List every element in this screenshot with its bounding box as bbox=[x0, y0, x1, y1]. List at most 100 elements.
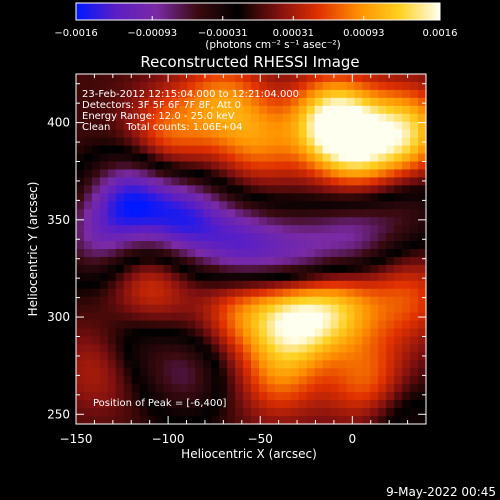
heatmap-cell bbox=[338, 81, 348, 91]
heatmap-cell bbox=[139, 74, 149, 83]
heatmap-cell bbox=[235, 288, 244, 298]
heatmap-cell bbox=[179, 400, 188, 409]
heatmap-cell bbox=[418, 233, 427, 242]
heatmap-cell bbox=[147, 296, 157, 306]
heatmap-cell bbox=[123, 105, 133, 115]
heatmap-cell bbox=[203, 312, 212, 322]
heatmap-cell bbox=[83, 249, 93, 258]
heatmap-cell bbox=[139, 328, 149, 338]
heatmap-cell bbox=[418, 145, 427, 155]
heatmap-cell bbox=[282, 344, 292, 354]
heatmap-cell bbox=[298, 272, 308, 282]
heatmap-cell bbox=[362, 352, 371, 361]
heatmap-cell bbox=[282, 272, 292, 282]
heatmap-cell bbox=[290, 81, 300, 91]
heatmap-cell bbox=[243, 384, 252, 393]
heatmap-cell bbox=[290, 320, 300, 330]
heatmap-cell bbox=[394, 376, 403, 385]
heatmap-cell bbox=[171, 344, 181, 354]
heatmap-cell bbox=[266, 74, 276, 83]
heatmap-cell bbox=[235, 177, 244, 186]
heatmap-cell bbox=[290, 97, 300, 107]
heatmap-cell bbox=[163, 89, 173, 99]
heatmap-cell bbox=[394, 105, 403, 115]
heatmap-cell bbox=[91, 400, 101, 409]
heatmap-cell bbox=[155, 344, 165, 354]
heatmap-cell bbox=[227, 129, 236, 139]
heatmap-cell bbox=[290, 225, 300, 234]
heatmap-cell bbox=[163, 81, 173, 91]
heatmap-cell bbox=[354, 185, 363, 194]
heatmap-cell bbox=[227, 336, 236, 346]
heatmap-cell bbox=[394, 296, 403, 306]
heatmap-cell bbox=[131, 328, 141, 338]
heatmap-cell bbox=[362, 296, 371, 306]
heatmap-cell bbox=[147, 169, 157, 179]
heatmap-cell bbox=[378, 209, 387, 218]
heatmap-cell bbox=[195, 416, 204, 425]
heatmap-cell bbox=[211, 256, 220, 266]
heatmap-cell bbox=[362, 193, 371, 202]
heatmap-cell bbox=[99, 296, 109, 306]
heatmap-cell bbox=[76, 153, 85, 163]
heatmap-cell bbox=[139, 201, 149, 210]
heatmap-cell bbox=[394, 81, 403, 91]
heatmap-cell bbox=[410, 288, 419, 298]
heatmap-cell bbox=[235, 241, 244, 250]
heatmap-cell bbox=[251, 249, 260, 258]
heatmap-cell bbox=[354, 288, 363, 298]
heatmap-cell bbox=[251, 336, 260, 346]
heatmap-cell bbox=[211, 400, 220, 409]
heatmap-cell bbox=[346, 304, 356, 314]
heatmap-cell bbox=[298, 161, 308, 171]
heatmap-cell bbox=[370, 328, 379, 338]
heatmap-cell bbox=[155, 288, 165, 298]
heatmap-cell bbox=[322, 201, 332, 210]
heatmap-cell bbox=[402, 233, 411, 242]
heatmap-cell bbox=[322, 344, 332, 354]
heatmap-cell bbox=[91, 185, 101, 194]
heatmap-cell bbox=[155, 400, 165, 409]
heatmap-cell bbox=[314, 352, 324, 361]
heatmap-cell bbox=[115, 328, 125, 338]
heatmap-cell bbox=[306, 272, 316, 282]
heatmap-cell bbox=[171, 217, 181, 226]
heatmap-cell bbox=[99, 360, 109, 369]
heatmap-cell bbox=[282, 368, 292, 377]
heatmap-cell bbox=[314, 392, 324, 401]
heatmap-cell bbox=[131, 296, 141, 306]
heatmap-cell bbox=[402, 296, 411, 306]
heatmap-cell bbox=[314, 129, 324, 139]
heatmap-cell bbox=[402, 384, 411, 393]
heatmap-cell bbox=[179, 336, 188, 346]
heatmap-cell bbox=[155, 241, 165, 250]
heatmap-cell bbox=[187, 105, 196, 115]
heatmap-cell bbox=[314, 161, 324, 171]
heatmap-cell bbox=[123, 185, 133, 194]
heatmap-cell bbox=[362, 249, 371, 258]
heatmap-cell bbox=[147, 145, 157, 155]
heatmap-cell bbox=[203, 368, 212, 377]
heatmap-cell bbox=[418, 193, 427, 202]
heatmap-cell bbox=[115, 296, 125, 306]
heatmap-cell bbox=[83, 320, 93, 330]
heatmap-cell bbox=[99, 416, 109, 425]
heatmap-cell bbox=[410, 161, 419, 171]
heatmap-cell bbox=[195, 249, 204, 258]
heatmap-cell bbox=[306, 304, 316, 314]
heatmap-cell bbox=[298, 328, 308, 338]
heatmap-cell bbox=[290, 392, 300, 401]
heatmap-cell bbox=[147, 408, 157, 417]
heatmap-cell bbox=[251, 288, 260, 298]
heatmap-cell bbox=[322, 217, 332, 226]
heatmap-cell bbox=[91, 137, 101, 147]
heatmap-cell bbox=[402, 256, 411, 266]
heatmap-cell bbox=[195, 344, 204, 354]
heatmap-cell bbox=[386, 360, 395, 369]
heatmap-cell bbox=[354, 209, 363, 218]
heatmap-cell bbox=[394, 241, 403, 250]
heatmap-cell bbox=[362, 97, 371, 107]
heatmap-cell bbox=[354, 74, 363, 83]
heatmap-cell bbox=[386, 105, 395, 115]
heatmap-cell bbox=[179, 153, 188, 163]
